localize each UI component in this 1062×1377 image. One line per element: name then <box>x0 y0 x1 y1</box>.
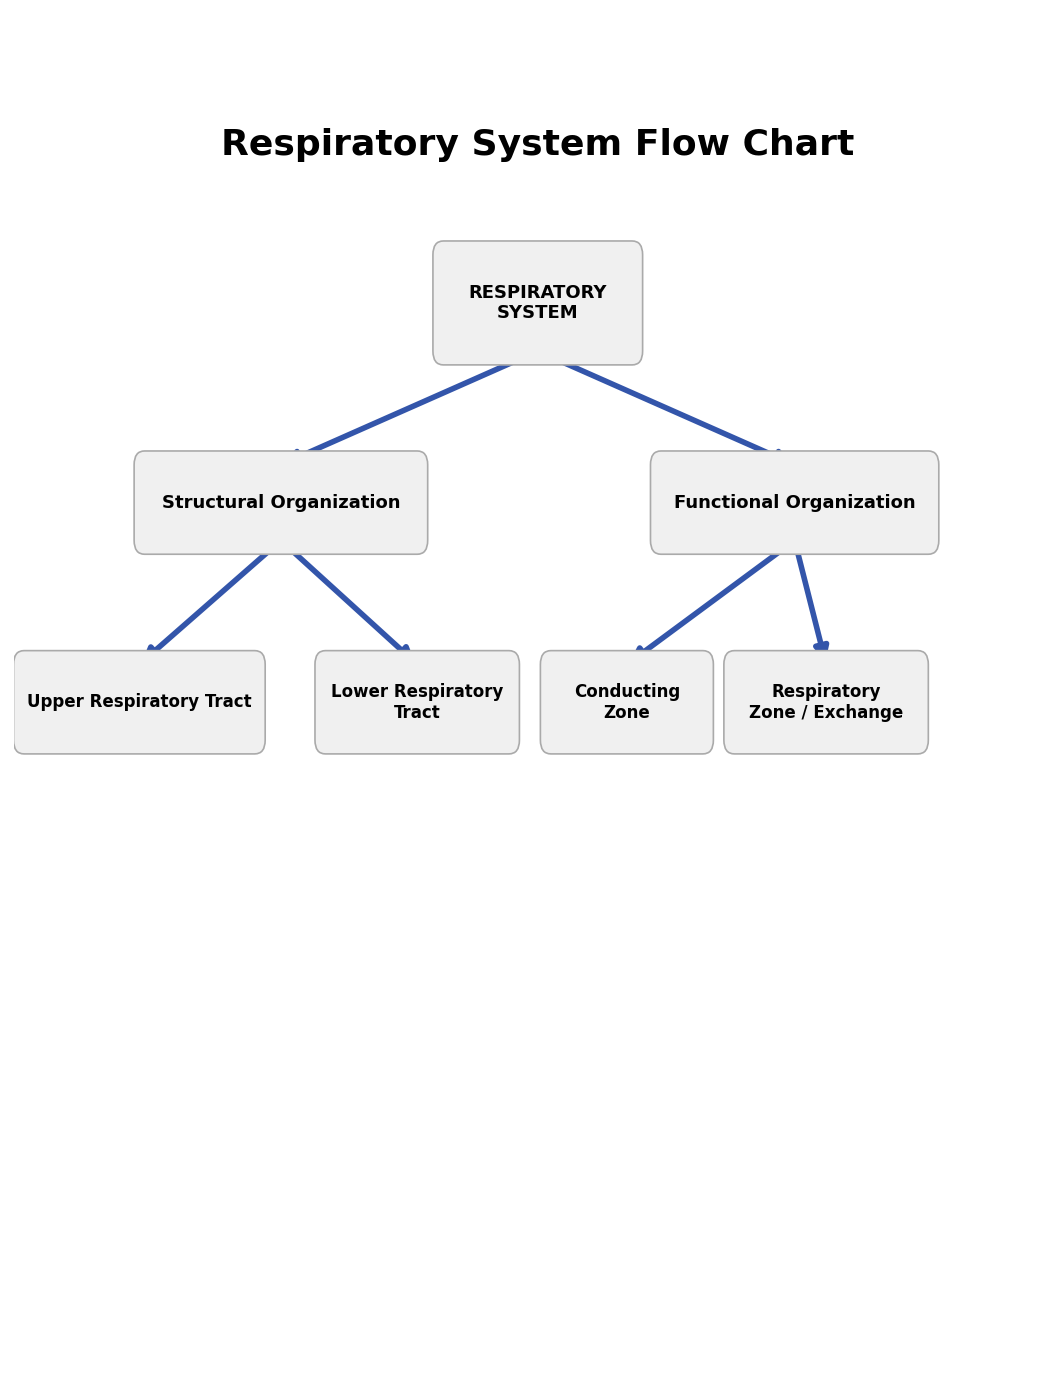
Text: Respiratory
Zone / Exchange: Respiratory Zone / Exchange <box>749 683 903 722</box>
Text: Upper Respiratory Tract: Upper Respiratory Tract <box>27 693 252 712</box>
FancyBboxPatch shape <box>14 651 266 755</box>
FancyBboxPatch shape <box>724 651 928 755</box>
Text: Lower Respiratory
Tract: Lower Respiratory Tract <box>331 683 503 722</box>
FancyBboxPatch shape <box>315 651 519 755</box>
FancyBboxPatch shape <box>651 452 939 554</box>
FancyBboxPatch shape <box>433 241 643 365</box>
Text: Functional Organization: Functional Organization <box>673 493 915 512</box>
FancyBboxPatch shape <box>134 452 428 554</box>
Text: Respiratory System Flow Chart: Respiratory System Flow Chart <box>221 128 855 161</box>
FancyBboxPatch shape <box>541 651 714 755</box>
Text: Structural Organization: Structural Organization <box>161 493 400 512</box>
Text: RESPIRATORY
SYSTEM: RESPIRATORY SYSTEM <box>468 284 607 322</box>
Text: Conducting
Zone: Conducting Zone <box>573 683 680 722</box>
